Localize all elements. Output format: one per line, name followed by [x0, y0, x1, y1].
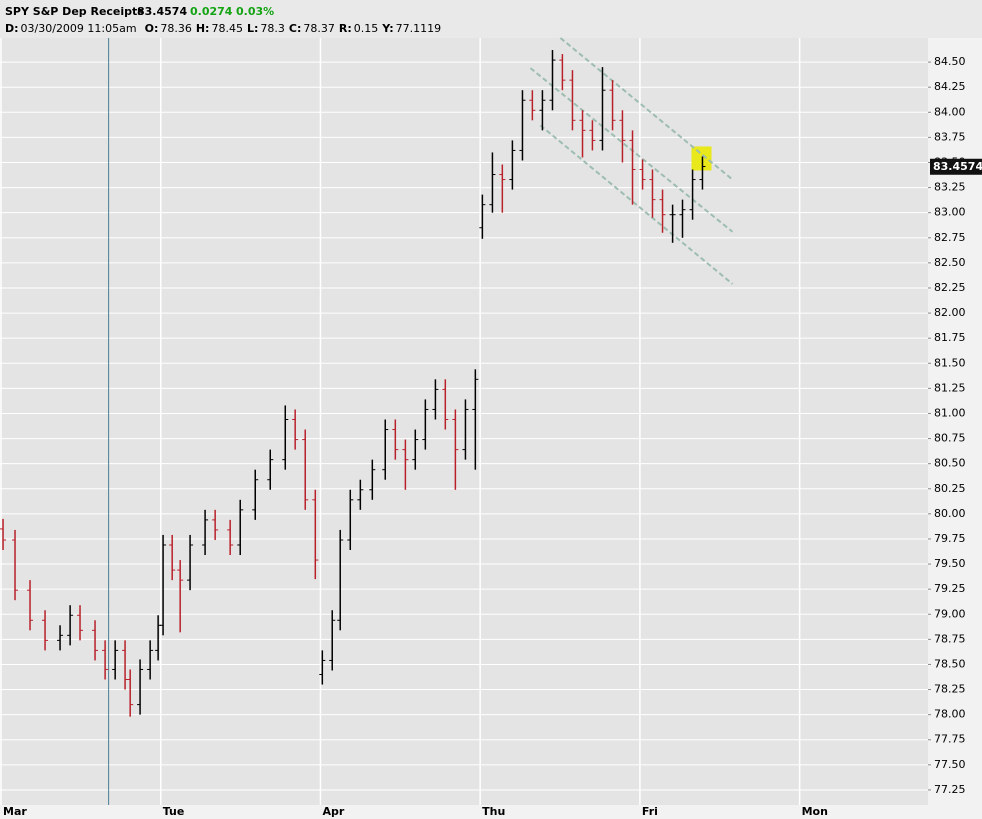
info-label: H: [196, 22, 210, 35]
info-line: D: 03/30/2009 11:05am O: 78.36 H: 78.45 L: 78.3… [5, 22, 441, 35]
last-price-label: 83.4574 [933, 160, 982, 173]
header-bg [0, 0, 982, 38]
info-label: O: [145, 22, 159, 35]
y-tick-label: 82.75 [934, 231, 966, 244]
info-value: 78.45 [211, 22, 243, 35]
x-tick-label: Apr [322, 805, 344, 818]
y-tick-label: 78.25 [934, 683, 966, 696]
y-tick-label: 77.75 [934, 733, 966, 746]
y-tick-label: 82.25 [934, 281, 966, 294]
plot-bg [0, 38, 928, 805]
y-tick-label: 84.25 [934, 80, 966, 93]
y-tick-label: 78.75 [934, 632, 966, 645]
last-price: 83.4574 [137, 5, 187, 18]
y-tick-label: 81.75 [934, 331, 966, 344]
y-tick-label: 77.25 [934, 783, 966, 796]
info-value: 0.15 [354, 22, 379, 35]
chart-title: SPY S&P Dep Receipts [5, 5, 144, 18]
info-value: 03/30/2009 11:05am [21, 22, 137, 35]
x-tick-label: Fri [642, 805, 658, 818]
channel-line [539, 124, 734, 285]
highlight [691, 146, 712, 171]
info-label: Y: [381, 22, 393, 35]
info-label: R: [339, 22, 352, 35]
info-value: 77.1119 [396, 22, 442, 35]
y-tick-label: 83.75 [934, 130, 966, 143]
change-pct: 0.03% [236, 5, 274, 18]
y-tick-label: 80.50 [934, 457, 966, 470]
info-value: 78.36 [160, 22, 192, 35]
y-tick-label: 79.50 [934, 557, 966, 570]
y-tick-label: 80.75 [934, 432, 966, 445]
y-tick-label: 78.50 [934, 657, 966, 670]
y-tick-label: 80.25 [934, 482, 966, 495]
y-tick-label: 80.00 [934, 507, 966, 520]
channel-line [559, 37, 734, 181]
y-tick-label: 79.25 [934, 582, 966, 595]
y-tick-label: 83.00 [934, 206, 966, 219]
info-label: C: [289, 22, 301, 35]
info-label: D: [5, 22, 19, 35]
x-axis-bg [0, 805, 982, 819]
y-tick-label: 84.50 [934, 55, 966, 68]
y-tick-label: 79.00 [934, 607, 966, 620]
info-value: 78.37 [303, 22, 335, 35]
y-tick-label: 84.00 [934, 105, 966, 118]
x-tick-label: Mar [3, 805, 27, 818]
y-tick-label: 77.50 [934, 758, 966, 771]
y-tick-label: 81.50 [934, 356, 966, 369]
y-tick-label: 82.00 [934, 306, 966, 319]
y-tick-label: 82.50 [934, 256, 966, 269]
x-tick-label: Thu [482, 805, 505, 818]
y-tick-label: 79.75 [934, 532, 966, 545]
change: 0.0274 [190, 5, 233, 18]
last-price-marker [930, 158, 982, 175]
channel-line [529, 67, 734, 233]
y-tick-label: 83.25 [934, 181, 966, 194]
y-tick-label: 78.00 [934, 708, 966, 721]
x-tick-label: Tue [163, 805, 185, 818]
info-label: L: [247, 22, 258, 35]
x-tick-label: Mon [802, 805, 828, 818]
y-tick-label: 81.00 [934, 406, 966, 419]
y-tick-label: 81.25 [934, 381, 966, 394]
info-value: 78.3 [260, 22, 285, 35]
